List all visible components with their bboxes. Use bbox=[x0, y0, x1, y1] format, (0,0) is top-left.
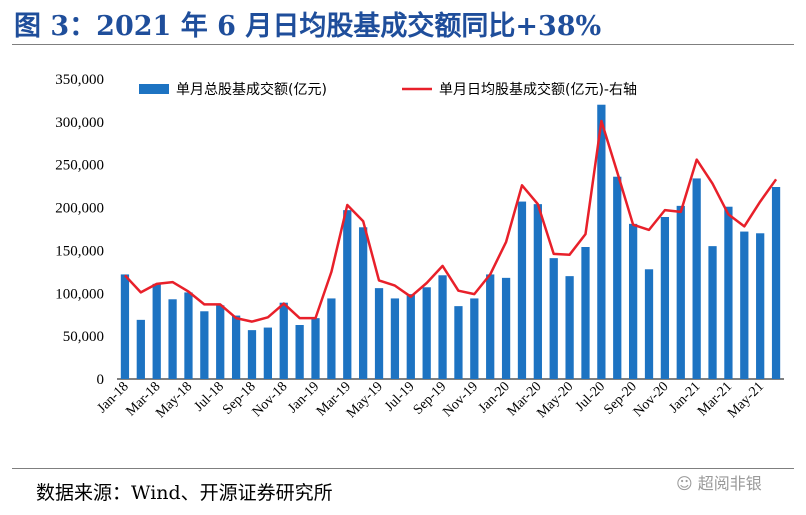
y-tick-label: 250,000 bbox=[55, 158, 104, 174]
figure-title: 图 3：2021 年 6 月日均股基成交额同比+38% bbox=[14, 11, 602, 42]
bar bbox=[581, 247, 590, 379]
bar bbox=[644, 269, 654, 379]
y-axis-ticks: 0 50,000 100,000 150,000 200,000 250,000 300,0… bbox=[55, 72, 104, 388]
bar bbox=[311, 318, 320, 379]
chart: 0 50,000 100,000 150,000 200,000 250,000 300,0… bbox=[55, 72, 784, 421]
bar bbox=[692, 178, 701, 379]
x-tick-label: May-20 bbox=[534, 379, 576, 421]
bar bbox=[740, 231, 749, 379]
bar bbox=[629, 223, 638, 379]
source-divider bbox=[12, 468, 794, 469]
bar bbox=[231, 315, 241, 379]
bar bbox=[184, 292, 193, 379]
bar bbox=[406, 294, 415, 379]
bar bbox=[216, 305, 225, 379]
bar bbox=[327, 298, 336, 379]
bar bbox=[263, 327, 272, 379]
bar bbox=[343, 210, 352, 379]
bar bbox=[438, 275, 447, 379]
bar bbox=[501, 277, 511, 379]
watermark: ☺ 超阅非银 bbox=[676, 470, 762, 494]
x-tick-label: Nov-19 bbox=[440, 379, 481, 420]
bar bbox=[168, 299, 177, 379]
bar bbox=[295, 325, 304, 379]
bar bbox=[708, 246, 717, 379]
bar bbox=[136, 319, 145, 379]
bar bbox=[390, 298, 400, 379]
bar bbox=[486, 274, 495, 379]
bar bbox=[152, 283, 161, 379]
bar bbox=[359, 227, 368, 379]
bar bbox=[200, 311, 209, 379]
x-tick-label: May-21 bbox=[725, 379, 767, 421]
bar bbox=[597, 104, 606, 379]
y-tick-label: 50,000 bbox=[63, 329, 104, 345]
source-note: 数据来源：Wind、开源证券研究所 bbox=[36, 482, 333, 504]
y-tick-label: 300,000 bbox=[55, 115, 104, 131]
x-tick-label: Nov-18 bbox=[250, 379, 291, 420]
bar bbox=[470, 298, 479, 379]
bar bbox=[756, 233, 765, 379]
legend: 单月总股基成交额(亿元) 单月日均股基成交额(亿元)-右轴 bbox=[139, 81, 637, 98]
watermark-text: 超阅非银 bbox=[697, 474, 762, 493]
y-tick-label: 150,000 bbox=[55, 243, 104, 259]
y-tick-label: 200,000 bbox=[55, 201, 104, 217]
x-axis-ticks: Jan-18Mar-18May-18Jul-18Sep-18Nov-18Jan-… bbox=[95, 379, 767, 421]
bar bbox=[454, 306, 463, 379]
bar bbox=[676, 205, 685, 379]
bar bbox=[533, 204, 542, 379]
y-tick-label: 0 bbox=[97, 372, 105, 388]
line-series-group bbox=[123, 119, 778, 323]
legend-label-bar: 单月总股基成交额(亿元) bbox=[176, 81, 327, 98]
legend-label-line: 单月日均股基成交额(亿元)-右轴 bbox=[439, 81, 637, 98]
bar bbox=[771, 187, 781, 379]
x-tick-label: Nov-20 bbox=[631, 379, 672, 420]
title-divider bbox=[12, 44, 794, 45]
bar bbox=[565, 276, 574, 379]
bar bbox=[613, 176, 622, 379]
x-tick-label: May-19 bbox=[344, 379, 386, 421]
y-tick-label: 350,000 bbox=[55, 72, 104, 88]
line-series bbox=[123, 119, 778, 323]
wechat-icon: ☺ bbox=[676, 474, 693, 493]
bar bbox=[549, 258, 558, 379]
bar bbox=[247, 330, 257, 379]
legend-swatch-bar bbox=[139, 84, 169, 94]
bar bbox=[120, 274, 130, 379]
bar bbox=[374, 288, 384, 379]
bar bbox=[422, 287, 431, 379]
x-tick-label: May-18 bbox=[153, 379, 195, 421]
y-tick-label: 100,000 bbox=[55, 286, 104, 302]
bar bbox=[279, 302, 288, 379]
bar-series bbox=[120, 104, 781, 379]
bar bbox=[660, 217, 670, 379]
bar bbox=[724, 206, 733, 379]
bar bbox=[517, 201, 527, 379]
